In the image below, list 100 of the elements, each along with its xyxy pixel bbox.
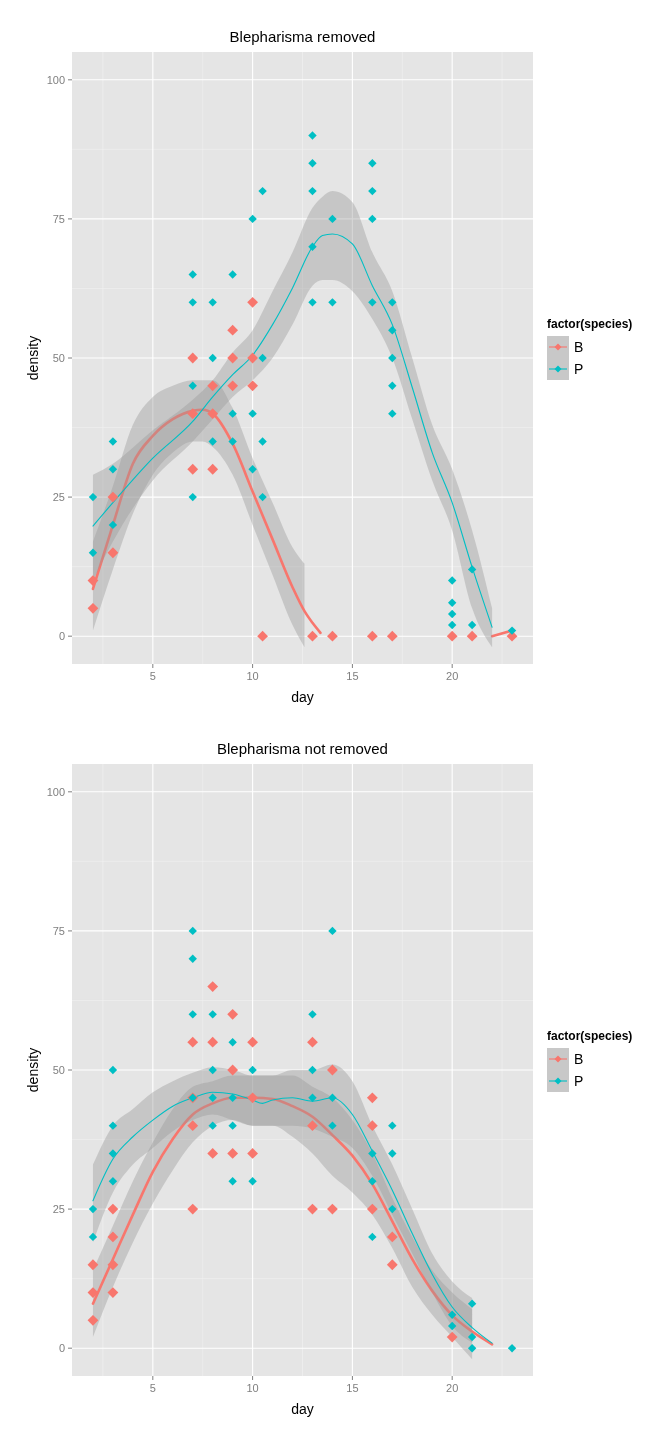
point <box>467 1343 477 1353</box>
point <box>466 630 478 642</box>
y-axis-title: density <box>25 1047 41 1093</box>
point <box>386 630 398 642</box>
point <box>327 1203 338 1215</box>
point <box>108 1121 118 1130</box>
point <box>308 131 317 140</box>
point <box>188 270 197 279</box>
legend-label: B <box>574 339 584 355</box>
x-tick-label: 15 <box>346 670 359 682</box>
point <box>227 324 239 336</box>
point <box>187 1120 199 1132</box>
point <box>368 1149 377 1158</box>
point <box>446 1331 458 1343</box>
point <box>308 298 317 307</box>
point <box>208 298 217 307</box>
point <box>366 1092 378 1104</box>
point <box>228 1037 237 1047</box>
point <box>187 408 199 420</box>
point <box>258 353 267 363</box>
point <box>248 465 257 474</box>
point <box>207 981 219 992</box>
x-tick-label: 15 <box>346 1382 359 1394</box>
point <box>87 602 99 614</box>
point <box>247 352 259 364</box>
x-axis-title: day <box>291 689 314 705</box>
point <box>388 409 397 418</box>
point <box>188 926 197 936</box>
y-tick-label: 0 <box>58 1342 65 1355</box>
point <box>388 298 397 307</box>
point <box>368 1177 377 1186</box>
point <box>507 626 517 635</box>
point <box>228 437 237 446</box>
point <box>368 214 377 224</box>
point <box>228 1093 237 1103</box>
point <box>368 1232 377 1242</box>
point <box>207 408 219 420</box>
point <box>388 325 397 335</box>
point <box>248 409 257 418</box>
y-tick-label: 75 <box>52 924 65 937</box>
point <box>208 1121 217 1130</box>
point <box>308 159 317 168</box>
point <box>228 1177 237 1186</box>
y-tick-label: 25 <box>52 491 65 504</box>
x-tick-label: 5 <box>149 1382 156 1394</box>
x-tick-label: 10 <box>246 670 259 682</box>
point <box>188 298 197 307</box>
point <box>188 954 197 963</box>
point <box>227 380 239 392</box>
point <box>188 1010 197 1019</box>
point <box>258 492 267 502</box>
point <box>227 1064 239 1076</box>
point <box>388 1149 397 1158</box>
point <box>247 296 259 308</box>
point <box>248 1065 257 1075</box>
y-axis-title: density <box>25 335 41 381</box>
point <box>207 380 219 392</box>
point <box>187 1036 199 1048</box>
y-tick-label: 50 <box>52 352 65 364</box>
point <box>227 352 239 364</box>
point <box>258 186 267 196</box>
point <box>328 1121 337 1130</box>
point <box>366 630 378 642</box>
point <box>368 159 377 168</box>
point <box>227 1008 239 1020</box>
point <box>328 214 337 224</box>
point <box>366 1203 378 1215</box>
point <box>447 576 457 585</box>
y-tick-label: 25 <box>52 1203 65 1216</box>
legend-label: P <box>574 361 584 377</box>
point <box>228 409 237 418</box>
point <box>257 630 268 642</box>
point <box>308 1065 317 1075</box>
point <box>507 1343 517 1353</box>
point <box>307 1203 318 1215</box>
point <box>108 465 118 474</box>
point <box>88 1232 98 1242</box>
point <box>107 1203 119 1215</box>
point <box>447 620 457 630</box>
point <box>187 463 199 475</box>
point <box>446 630 458 642</box>
point <box>467 1332 477 1342</box>
point <box>247 1092 259 1104</box>
x-tick-label: 20 <box>446 670 459 682</box>
point <box>107 1231 119 1243</box>
point <box>388 381 397 391</box>
point <box>368 186 377 196</box>
legend-label: B <box>574 1051 584 1067</box>
y-tick-label: 100 <box>46 785 65 798</box>
point <box>308 1010 317 1019</box>
legend-title: factor(species) <box>547 1029 633 1043</box>
point <box>87 1314 99 1326</box>
x-tick-label: 10 <box>246 1382 259 1394</box>
point <box>228 1121 237 1130</box>
point <box>187 352 199 364</box>
point <box>107 491 119 503</box>
y-tick-label: 75 <box>52 212 65 225</box>
point <box>88 1204 98 1214</box>
point <box>88 548 98 557</box>
point <box>258 437 267 446</box>
